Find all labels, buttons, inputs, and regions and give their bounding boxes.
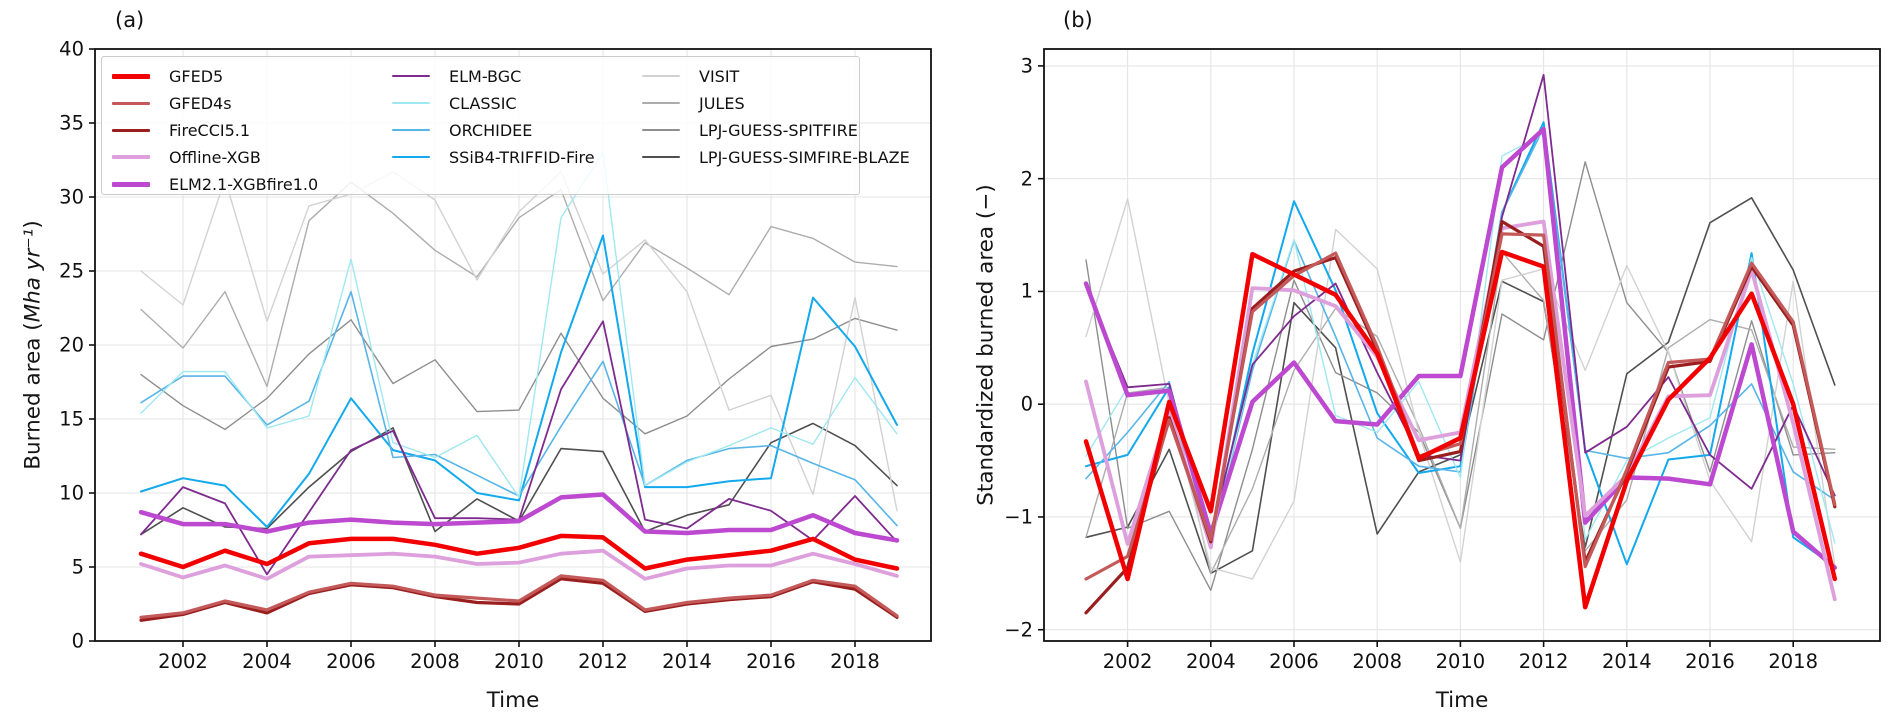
legend-line-swatch [112,128,150,132]
x-tick-label: 2006 [1269,650,1319,673]
x-tick-label: 2012 [1518,650,1569,673]
x-tick-label: 2004 [1185,650,1236,673]
y-tick-label: 0 [71,629,84,653]
panel-b-y-axis-label: Standardized burned area (−) [974,184,999,505]
legend-label: ELM2.1-XGBfire1.0 [169,174,319,194]
legend-label: LPJ-GUESS-SPITFIRE [699,120,858,140]
y-tick-label: 25 [59,259,84,283]
legend-item-Offline-XGB: Offline-XGB [112,147,261,167]
legend-line-swatch [392,129,430,131]
legend-label: Offline-XGB [169,147,261,167]
y-tick-label: 10 [59,481,84,505]
y-tick-label: −1 [1004,505,1033,529]
legend-line-swatch [642,129,680,131]
panel-b-plot-area: −2 −1 0 1 2 3 2002 2004 2006 2008 2010 2012 2014 2016… [1004,48,1881,673]
x-tick-label: 2008 [410,650,460,673]
legend-line-swatch [112,155,150,159]
legend-line-swatch [642,156,680,158]
legend-label: VISIT [699,66,740,86]
x-tick-label: 2018 [830,650,880,673]
legend-item-ORCHIDEE: ORCHIDEE [392,120,532,140]
legend-item-ELM2.1-XGBfire1.0: ELM2.1-XGBfire1.0 [112,174,318,194]
legend-line-swatch [112,181,150,187]
legend-label: SSiB4-TRIFFID-Fire [449,147,595,167]
series-line-LPJ-GUESS-SPITFIRE [140,317,898,435]
legend-item-SSiB4-TRIFFID-Fire: SSiB4-TRIFFID-Fire [392,147,595,167]
legend-label: LPJ-GUESS-SIMFIRE-BLAZE [699,147,910,167]
legend-line-swatch [642,75,680,77]
series-line-JULES [140,181,898,388]
legend-item-GFED4s: GFED4s [112,93,232,113]
series-line-VISIT [140,171,898,512]
series-line-GFED5 [138,533,900,571]
y-label-text: Standardized burned area (−) [973,184,999,506]
series-line-FireCCI5.1 [1084,219,1837,615]
x-tick-label: 2016 [746,650,796,673]
legend-item-LPJ-GUESS-SIMFIRE-BLAZE: LPJ-GUESS-SIMFIRE-BLAZE [642,147,910,167]
y-tick-label: 35 [59,111,84,135]
chart-canvas [1038,48,1881,647]
legend-line-swatch [112,101,150,105]
y-tick-label: −2 [1004,618,1033,642]
legend-line-swatch [392,102,430,104]
series-line-CLASSIC [140,151,898,499]
legend-item-FireCCI5.1: FireCCI5.1 [112,120,250,140]
y-label-text: Burned area ( [20,322,46,470]
panel-a-x-axis-label: Time [486,688,540,713]
legend-label: FireCCI5.1 [169,120,251,140]
x-tick-label: 2004 [242,650,292,673]
y-tick-label: 1 [1020,279,1033,303]
y-tick-label: 3 [1020,54,1033,78]
panel-a-title: (a) [115,8,145,32]
legend-label: GFED5 [169,66,224,86]
series-line-SSiB4-TRIFFID-Fire [140,234,898,528]
y-label-close: ) [20,220,46,229]
legend-box: GFED5 GFED4s FireCCI5.1 Offline-XGB ELM2.1-X… [101,56,910,195]
series-line-GFED4s [139,574,899,619]
series-line-GFED5 [1083,249,1838,610]
panel-b-x-axis-label: Time [1435,688,1489,713]
y-tick-label: 20 [59,333,84,357]
x-tick-label: 2018 [1768,650,1819,673]
legend-label: GFED4s [169,93,232,113]
legend-item-JULES: JULES [642,93,745,113]
series-line-JULES [1085,251,1836,574]
legend-line-swatch [392,75,430,77]
x-tick-label: 2010 [1435,650,1486,673]
x-tick-label: 2002 [158,650,208,673]
y-tick-label: 5 [71,555,84,579]
legend-item-ELM-BGC: ELM-BGC [392,66,521,86]
legend-line-swatch [642,102,680,104]
legend-item-GFED5: GFED5 [112,66,223,86]
plot-border [1043,48,1881,642]
x-tick-label: 2014 [1601,650,1652,673]
x-tick-label: 2012 [578,650,628,673]
legend-label: JULES [699,93,745,113]
x-tick-label: 2016 [1685,650,1735,673]
y-tick-label: 30 [59,185,84,209]
y-label-unit: Mha yr⁻¹ [20,228,46,323]
legend-label: ORCHIDEE [449,120,533,140]
x-tick-label: 2008 [1352,650,1403,673]
x-tick-label: 2006 [326,650,376,673]
y-tick-label: 15 [59,407,84,431]
series-line-Offline-XGB [139,548,899,581]
legend-item-LPJ-GUESS-SPITFIRE: LPJ-GUESS-SPITFIRE [642,120,858,140]
legend-line-swatch [392,156,430,158]
x-tick-label: 2014 [662,650,712,673]
legend-label: ELM-BGC [449,66,522,86]
x-tick-label: 2002 [1102,650,1153,673]
legend-line-swatch [112,73,150,79]
y-tick-label: 40 [59,37,84,61]
x-tick-label: 2010 [494,650,544,673]
legend-item-CLASSIC: CLASSIC [392,93,517,113]
legend-item-VISIT: VISIT [642,66,739,86]
y-tick-label: 2 [1020,167,1033,191]
panel-a-y-axis-label: Burned area (Mha yr⁻¹) [21,220,46,469]
legend-label: CLASSIC [449,93,517,113]
panel-b-title: (b) [1063,8,1093,32]
series-line-ELM2.1-XGBfire1.0 [138,492,900,543]
y-tick-label: 0 [1020,392,1033,416]
